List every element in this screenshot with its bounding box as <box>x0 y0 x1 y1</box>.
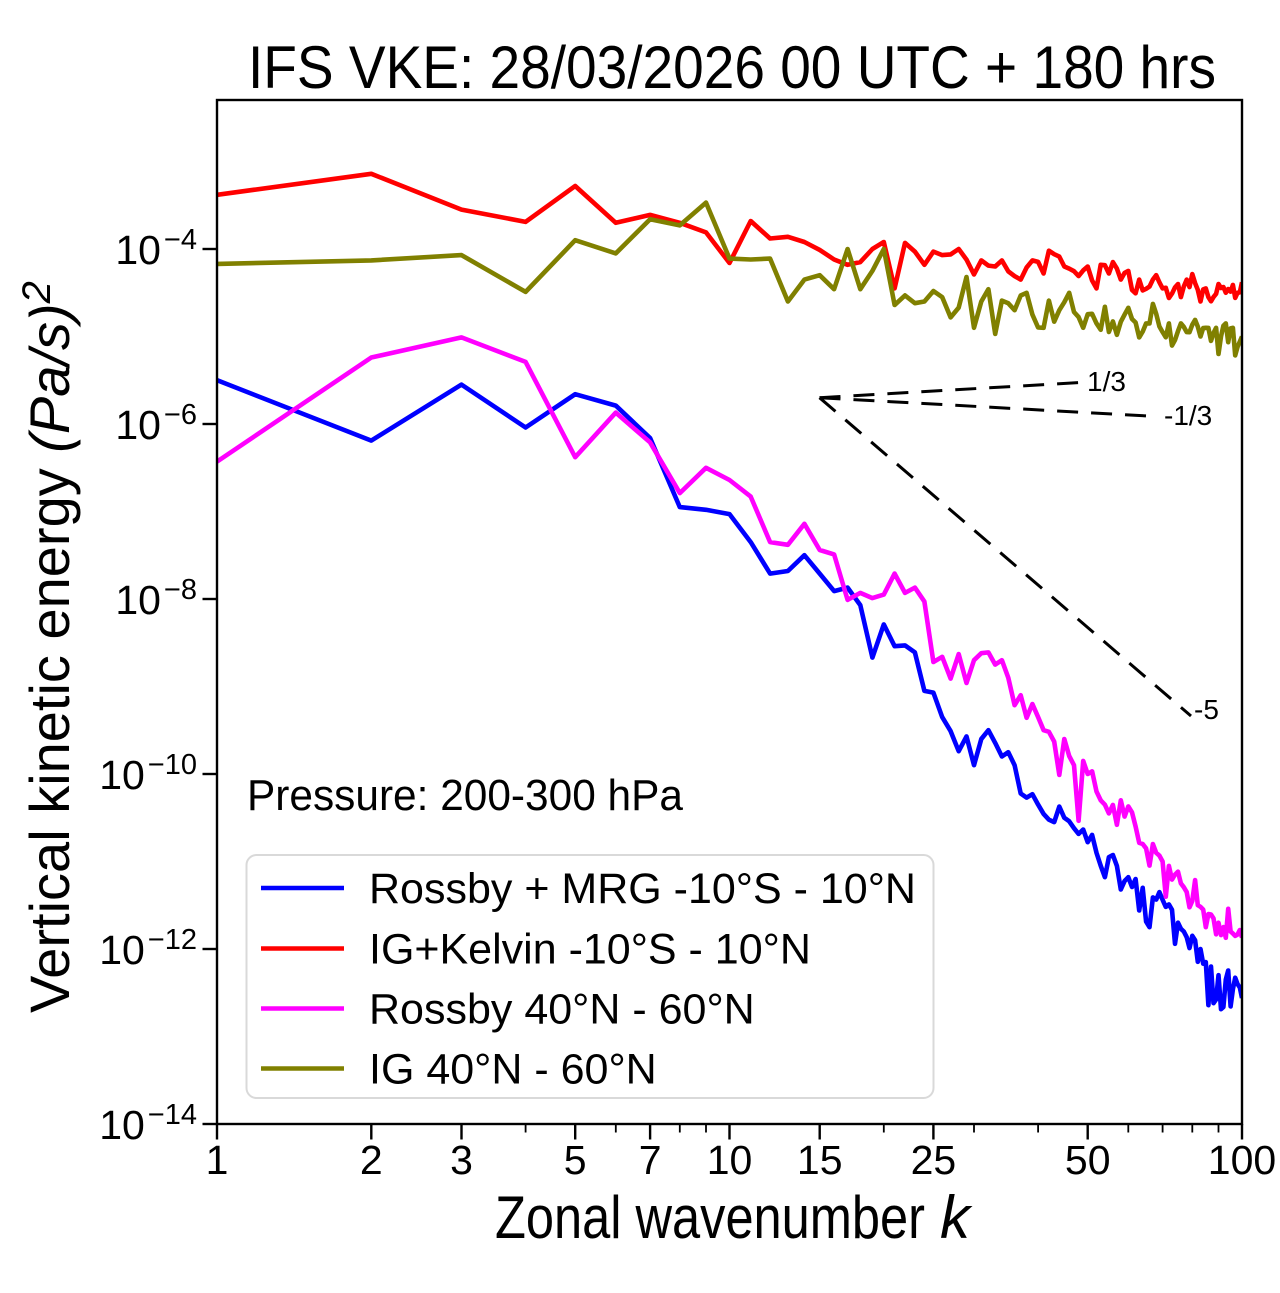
svg-text:Rossby 40°N - 60°N: Rossby 40°N - 60°N <box>369 986 755 1034</box>
svg-text:Pressure: 200-300 hPa: Pressure: 200-300 hPa <box>247 771 683 820</box>
svg-text:5: 5 <box>564 1137 587 1183</box>
svg-text:1: 1 <box>206 1137 229 1183</box>
svg-text:k: k <box>940 1184 973 1251</box>
svg-text:10: 10 <box>707 1137 753 1183</box>
svg-text:IG 40°N - 60°N: IG 40°N - 60°N <box>369 1046 657 1094</box>
svg-text:Zonal wavenumber: Zonal wavenumber <box>495 1184 925 1251</box>
svg-text:100: 100 <box>1208 1137 1276 1183</box>
svg-text:3: 3 <box>450 1137 473 1183</box>
svg-text:-1/3: -1/3 <box>1164 400 1212 431</box>
svg-text:15: 15 <box>797 1137 843 1183</box>
svg-text:IG+Kelvin -10°S - 10°N: IG+Kelvin -10°S - 10°N <box>369 926 811 974</box>
svg-text:1/3: 1/3 <box>1087 366 1126 397</box>
svg-text:7: 7 <box>639 1137 662 1183</box>
svg-text:Rossby + MRG -10°S - 10°N: Rossby + MRG -10°S - 10°N <box>369 865 916 913</box>
svg-text:10−4: 10 −4 <box>115 224 197 273</box>
svg-text:Vertical kinetic energy (Pa/s): Vertical kinetic energy (Pa/s)2 <box>15 281 81 1013</box>
svg-text:IFS VKE: 28/03/2026 00 UTC + 1: IFS VKE: 28/03/2026 00 UTC + 180 hrs <box>248 34 1216 101</box>
svg-text:2: 2 <box>360 1137 383 1183</box>
svg-text:-5: -5 <box>1194 694 1219 725</box>
svg-text:50: 50 <box>1065 1137 1111 1183</box>
svg-text:25: 25 <box>911 1137 957 1183</box>
